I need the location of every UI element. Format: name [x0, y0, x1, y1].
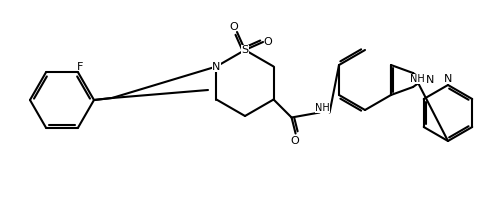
Text: O: O [230, 22, 239, 32]
Text: NH: NH [315, 103, 330, 113]
Text: F: F [77, 62, 83, 72]
Text: O: O [290, 135, 299, 146]
Text: S: S [242, 45, 248, 55]
Text: N: N [212, 62, 220, 72]
Text: NH: NH [410, 74, 425, 84]
Text: O: O [264, 37, 273, 47]
Text: N: N [444, 74, 452, 84]
Text: N: N [426, 75, 434, 85]
